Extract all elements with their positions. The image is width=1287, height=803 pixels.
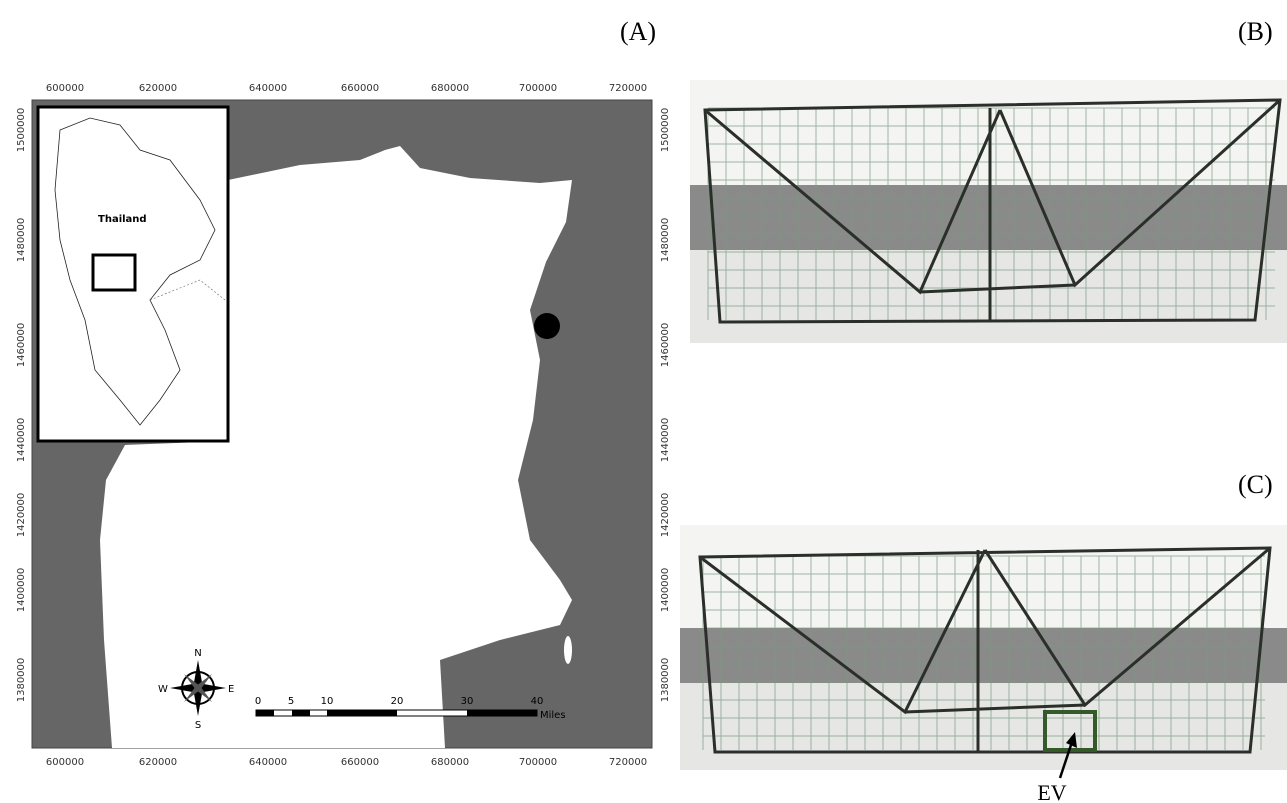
islands bbox=[428, 336, 572, 664]
photo-c: EV bbox=[680, 525, 1287, 803]
x-coordinate-label: 700000 bbox=[519, 83, 557, 94]
scale-bar bbox=[255, 709, 538, 717]
arrow-head bbox=[1066, 732, 1077, 748]
land bbox=[100, 146, 572, 748]
x-coordinate-label: 700000 bbox=[519, 757, 557, 768]
x-coordinate-label: 620000 bbox=[139, 757, 177, 768]
panel-label: (B) bbox=[1238, 17, 1273, 46]
x-coordinate-label: 660000 bbox=[341, 757, 379, 768]
scale-label: 40 bbox=[531, 696, 544, 707]
scale-label: 30 bbox=[461, 696, 474, 707]
annotation: EV bbox=[1037, 780, 1066, 803]
inset bbox=[36, 105, 230, 443]
map: Thailand N S E W bbox=[31, 99, 653, 749]
y-coordinate-label: 1500000 bbox=[16, 108, 27, 153]
scale-label: 5 bbox=[288, 696, 294, 707]
y-coordinate-label: 1380000 bbox=[16, 658, 27, 703]
inset-study-area bbox=[91, 253, 137, 292]
y-coordinate-label: 1420000 bbox=[16, 493, 27, 538]
inset-border bbox=[149, 279, 226, 301]
compass-label: S bbox=[195, 720, 201, 731]
inset-outline bbox=[54, 117, 216, 426]
y-coordinate-label: 1460000 bbox=[16, 323, 27, 368]
y-coordinate-label: 1480000 bbox=[16, 218, 27, 263]
x-coordinate-label: 720000 bbox=[609, 757, 647, 768]
x-coordinate-label: 620000 bbox=[139, 83, 177, 94]
panel-label: (A) bbox=[620, 17, 656, 46]
x-coordinate-label: 600000 bbox=[46, 83, 84, 94]
scale-label: 0 bbox=[255, 696, 261, 707]
compass-label: W bbox=[158, 684, 168, 695]
y-coordinate-label: 1440000 bbox=[16, 418, 27, 463]
compass: N S E W bbox=[158, 648, 234, 731]
scale-unit: Miles bbox=[540, 710, 566, 721]
x-coordinate-label: 640000 bbox=[249, 757, 287, 768]
x-coordinate-label: 720000 bbox=[609, 83, 647, 94]
y-coordinate-label: 1440000 bbox=[660, 418, 671, 463]
y-coordinate-label: 1400000 bbox=[660, 568, 671, 613]
y-coordinate-label: 1460000 bbox=[660, 323, 671, 368]
x-coordinate-label: 600000 bbox=[46, 757, 84, 768]
y-coordinate-label: 1380000 bbox=[660, 658, 671, 703]
x-coordinate-label: 640000 bbox=[249, 83, 287, 94]
inset-label: Thailand bbox=[98, 214, 147, 225]
y-coordinate-label: 1480000 bbox=[660, 218, 671, 263]
compass-label: E bbox=[228, 684, 234, 695]
scale-label: 10 bbox=[321, 696, 334, 707]
y-coordinate-label: 1500000 bbox=[660, 108, 671, 153]
x-coordinate-label: 680000 bbox=[431, 83, 469, 94]
panel-label: (C) bbox=[1238, 470, 1273, 499]
x-coordinate-label: 660000 bbox=[341, 83, 379, 94]
compass-label: N bbox=[194, 648, 201, 659]
scale-label: 20 bbox=[391, 696, 404, 707]
y-coordinate-label: 1400000 bbox=[16, 568, 27, 613]
arrow bbox=[1058, 741, 1074, 779]
site-marker bbox=[534, 313, 560, 339]
y-coordinate-label: 1420000 bbox=[660, 493, 671, 538]
photo-b bbox=[690, 80, 1287, 343]
x-coordinate-label: 680000 bbox=[431, 757, 469, 768]
